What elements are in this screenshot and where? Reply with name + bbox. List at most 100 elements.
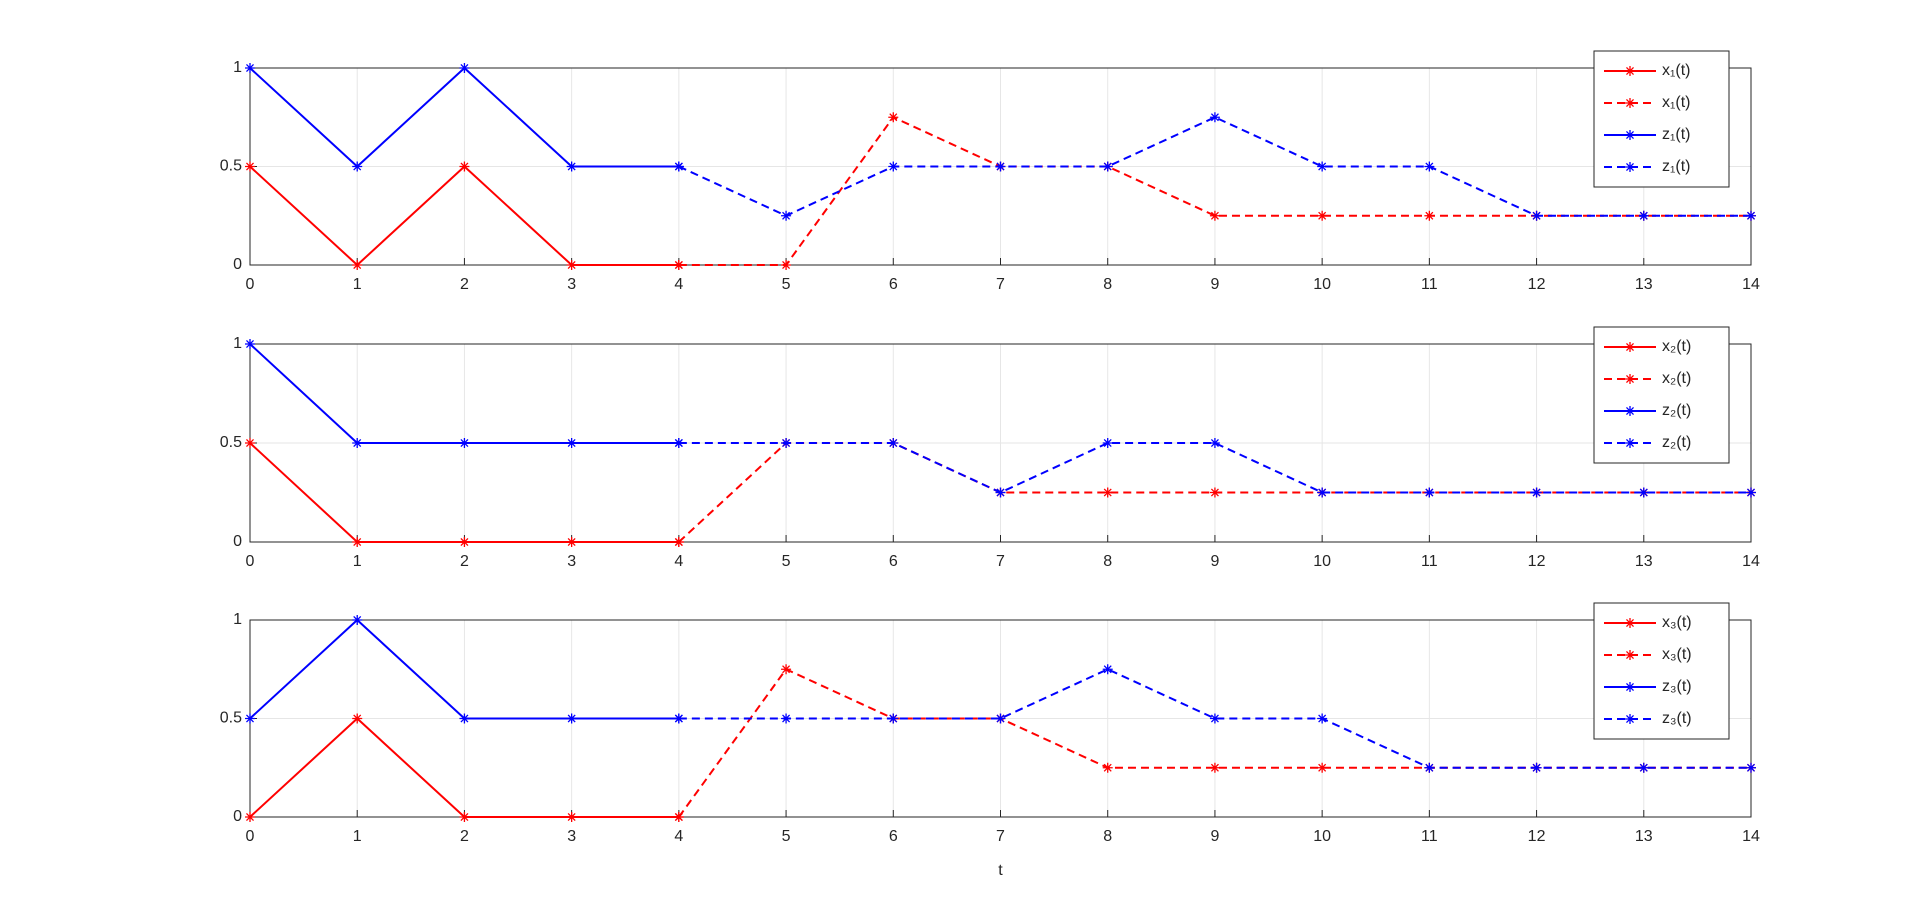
marker xyxy=(1317,161,1328,172)
marker xyxy=(781,438,792,448)
x-tick-label: 2 xyxy=(460,553,469,570)
marker xyxy=(1638,487,1649,498)
marker xyxy=(995,487,1006,498)
x-tick-label: 11 xyxy=(1421,553,1438,570)
y-tick-label: 0 xyxy=(233,256,242,273)
marker xyxy=(566,161,577,172)
x-tick-label: 8 xyxy=(1103,553,1112,570)
x-tick-label: 10 xyxy=(1313,553,1331,570)
x-tick-label: 10 xyxy=(1313,276,1331,293)
y-tick-label: 1 xyxy=(233,611,242,628)
y-tick-label: 1 xyxy=(233,59,242,76)
legend-marker xyxy=(1625,130,1635,140)
marker xyxy=(352,615,363,625)
marker xyxy=(1102,762,1113,773)
legend-marker xyxy=(1625,374,1635,384)
x-tick-label: 14 xyxy=(1742,553,1760,570)
marker xyxy=(459,438,470,448)
marker xyxy=(566,713,577,724)
x-tick-label: 4 xyxy=(674,828,683,845)
y-tick-label: 1 xyxy=(233,335,242,352)
marker xyxy=(1531,487,1542,498)
marker xyxy=(459,63,470,73)
marker xyxy=(459,161,470,172)
x-tick-label: 9 xyxy=(1210,276,1219,293)
x-axis-label: t xyxy=(998,862,1003,879)
x-tick-label: 9 xyxy=(1210,828,1219,845)
x-tick-label: 7 xyxy=(996,276,1005,293)
marker xyxy=(1317,487,1328,498)
x-tick-label: 6 xyxy=(889,276,898,293)
marker xyxy=(566,812,577,822)
x-tick-label: 6 xyxy=(889,553,898,570)
marker xyxy=(1424,161,1435,172)
marker xyxy=(1531,210,1542,221)
legend-marker xyxy=(1625,618,1635,628)
x-tick-label: 4 xyxy=(674,553,683,570)
y-tick-label: 0.5 xyxy=(220,158,242,175)
x-tick-label: 13 xyxy=(1635,828,1653,845)
marker xyxy=(995,713,1006,724)
marker xyxy=(245,812,255,822)
legend-marker xyxy=(1625,342,1635,352)
x-tick-label: 11 xyxy=(1421,828,1438,845)
x-tick-label: 10 xyxy=(1313,828,1331,845)
marker xyxy=(459,713,470,724)
legend-label: x₁(t) xyxy=(1662,94,1691,111)
marker xyxy=(566,438,577,448)
x-tick-label: 6 xyxy=(889,828,898,845)
marker xyxy=(673,161,684,172)
marker xyxy=(1424,210,1435,221)
x-tick-label: 12 xyxy=(1528,276,1546,293)
marker xyxy=(1317,762,1328,773)
series-line xyxy=(678,442,1751,494)
legend-marker xyxy=(1625,406,1635,416)
series-line xyxy=(678,115,1751,266)
x-tick-label: 5 xyxy=(782,828,791,845)
legend-label: z₂(t) xyxy=(1662,434,1691,451)
x-tick-label: 3 xyxy=(567,553,576,570)
marker xyxy=(459,812,470,822)
x-tick-label: 2 xyxy=(460,828,469,845)
marker xyxy=(1102,664,1113,675)
x-tick-label: 7 xyxy=(996,553,1005,570)
marker xyxy=(245,63,255,73)
marker xyxy=(459,537,470,547)
x-tick-label: 8 xyxy=(1103,276,1112,293)
marker xyxy=(1209,210,1220,221)
legend-label: z₃(t) xyxy=(1662,678,1692,695)
marker xyxy=(245,713,255,724)
marker xyxy=(1209,713,1220,724)
marker xyxy=(1317,713,1328,724)
legend-label: z₁(t) xyxy=(1662,126,1691,143)
marker xyxy=(888,713,899,724)
marker xyxy=(245,339,255,349)
x-tick-label: 13 xyxy=(1635,553,1653,570)
x-tick-label: 12 xyxy=(1528,553,1546,570)
marker xyxy=(1102,161,1113,172)
marker xyxy=(1746,210,1756,221)
marker xyxy=(1746,487,1756,498)
x-tick-label: 7 xyxy=(996,828,1005,845)
y-tick-label: 0.5 xyxy=(220,434,242,451)
legend-marker xyxy=(1625,650,1635,660)
legend-label: x₁(t) xyxy=(1662,62,1691,79)
legend-marker xyxy=(1625,682,1635,692)
legend-box xyxy=(1593,602,1730,740)
legend-marker xyxy=(1625,162,1635,172)
marker xyxy=(1746,762,1756,773)
y-tick-label: 0 xyxy=(233,533,242,550)
legend-label: z₃(t) xyxy=(1662,710,1692,727)
marker xyxy=(673,537,684,547)
series-line xyxy=(678,116,1751,217)
legend-marker xyxy=(1625,98,1635,108)
marker xyxy=(1102,487,1113,498)
y-tick-label: 0 xyxy=(233,808,242,825)
marker xyxy=(1317,210,1328,221)
marker xyxy=(352,537,363,547)
marker xyxy=(1209,487,1220,498)
marker xyxy=(566,537,577,547)
marker xyxy=(673,812,684,822)
legend-marker xyxy=(1625,66,1635,76)
